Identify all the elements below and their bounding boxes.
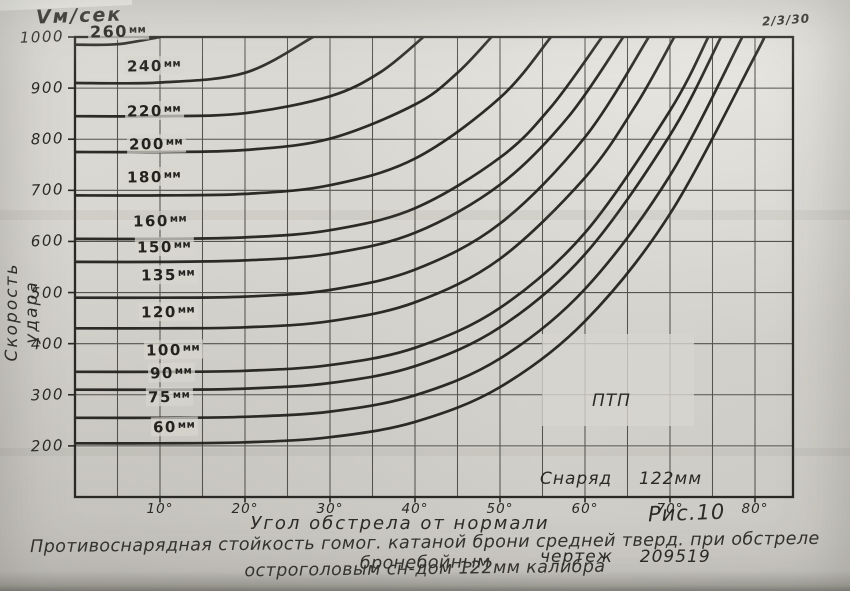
photo-shadow-bottom [0, 571, 850, 591]
curve-60mm [75, 36, 766, 445]
curve-260mm [75, 36, 162, 47]
plot-border [73, 35, 795, 499]
erased-grid-patch [542, 334, 694, 426]
x-axis-title: Угол обстрела от нормали [250, 513, 550, 534]
curve-label-90mm: 90мм [147, 362, 196, 383]
annotation-block: ПТП Снаряд 122мм чертеж 209519 [540, 336, 710, 591]
curve-label-180mm: 180мм [124, 166, 185, 187]
paper-crease [0, 210, 850, 220]
paper-crease [0, 448, 850, 456]
x-tick-label-10: 10° [146, 501, 174, 517]
annotation-line1: ПТП [592, 391, 631, 411]
curve-240mm [75, 36, 315, 85]
curve-label-100mm: 100мм [143, 339, 204, 360]
y-tick-label-300: 300 [30, 384, 65, 405]
curve-label-200mm: 200мм [126, 133, 187, 154]
x-tick-label-50: 50° [486, 501, 514, 517]
curve-label-60mm: 60мм [150, 416, 199, 437]
curve-135mm [75, 36, 651, 300]
x-tick-label-70: 70° [656, 501, 684, 517]
x-tick-label-60: 60° [571, 501, 599, 517]
curve-150mm [75, 36, 625, 264]
y-tick-label-700: 700 [30, 180, 65, 200]
curve-label-220mm: 220мм [124, 100, 185, 121]
photo-light-band [0, 0, 850, 90]
curve-label-75mm: 75мм [145, 386, 194, 407]
annotation-line3: чертеж 209519 [540, 547, 711, 567]
x-tick-label-40: 40° [401, 501, 429, 517]
annotation-line2: Снаряд 122мм [540, 469, 703, 489]
curve-label-135mm: 135мм [138, 264, 199, 285]
y-tick-label-500: 500 [30, 282, 65, 302]
y-tick-label-400: 400 [30, 333, 65, 353]
y-tick-label-600: 600 [30, 231, 65, 251]
curve-180mm [75, 36, 553, 197]
x-tick-label-20: 20° [231, 501, 259, 517]
y-tick-label-800: 800 [30, 129, 65, 149]
y-axis-title: Скорость удара [2, 262, 42, 362]
x-tick-label-30: 30° [316, 501, 344, 517]
curve-label-150mm: 150мм [134, 236, 195, 257]
curve-label-120mm: 120мм [138, 301, 199, 322]
curve-120mm [75, 36, 676, 330]
x-tick-label-80: 80° [741, 501, 769, 517]
